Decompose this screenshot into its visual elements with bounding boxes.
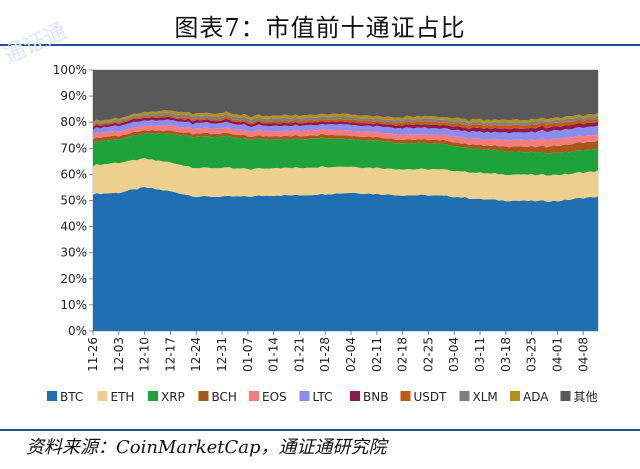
legend-label-XLM: XLM bbox=[473, 390, 498, 404]
y-tick-label: 80% bbox=[60, 115, 87, 129]
y-tick-label: 30% bbox=[60, 246, 87, 260]
x-tick-label: 03-18 bbox=[499, 337, 513, 372]
x-tick-label: 03-25 bbox=[525, 337, 539, 372]
source-divider bbox=[0, 429, 640, 431]
area-layers bbox=[93, 70, 598, 331]
y-tick-label: 70% bbox=[60, 141, 87, 155]
x-tick-label: 04-08 bbox=[576, 337, 590, 372]
area-LTC bbox=[93, 119, 598, 141]
x-tick-label: 12-17 bbox=[163, 337, 177, 372]
legend-label-BNB: BNB bbox=[363, 390, 388, 404]
area-BCH bbox=[93, 129, 598, 154]
y-tick-label: 60% bbox=[60, 167, 87, 181]
legend-swatch-EOS bbox=[249, 391, 259, 401]
x-tick-label: 12-03 bbox=[112, 337, 126, 372]
area-ADA bbox=[93, 110, 598, 125]
x-tick-label: 11-26 bbox=[86, 337, 100, 372]
x-tick-label: 02-04 bbox=[344, 337, 358, 372]
legend-swatch-XLM bbox=[459, 391, 470, 401]
legend-label-XRP: XRP bbox=[161, 390, 185, 404]
legend-label-USDT: USDT bbox=[414, 390, 448, 404]
y-tick-label: 90% bbox=[60, 89, 87, 103]
x-tick-label: 03-11 bbox=[473, 337, 487, 372]
area-XRP bbox=[93, 133, 598, 176]
legend-label-其他: 其他 bbox=[574, 390, 598, 404]
y-tick-label: 20% bbox=[60, 272, 87, 286]
x-tick-label: 12-10 bbox=[138, 337, 152, 372]
legend-swatch-XRP bbox=[148, 391, 158, 401]
x-tick-label: 01-21 bbox=[292, 337, 306, 372]
chart-title: 图表7：市值前十通证占比 bbox=[174, 14, 466, 42]
x-tick-label: 01-28 bbox=[318, 337, 332, 372]
legend-label-ADA: ADA bbox=[523, 390, 549, 404]
y-tick-label: 10% bbox=[60, 298, 87, 312]
source-note: 资料来源：CoinMarketCap，通证通研究院 bbox=[26, 437, 387, 458]
area-XLM bbox=[93, 112, 598, 126]
legend-swatch-ETH bbox=[97, 391, 108, 401]
x-tick-label: 12-31 bbox=[215, 337, 229, 372]
y-tick-label: 100% bbox=[53, 63, 87, 77]
title-divider bbox=[0, 44, 640, 46]
legend: BTC ETH XRP BCH EOS LTC BNB USDT XLM ADA 其他 bbox=[47, 390, 598, 404]
area-BTC bbox=[93, 186, 598, 331]
y-tick-label: 40% bbox=[60, 220, 87, 234]
legend-swatch-BCH bbox=[198, 391, 209, 401]
legend-swatch-LTC bbox=[299, 391, 310, 401]
x-tick-label: 02-11 bbox=[370, 337, 384, 372]
legend-swatch-BTC bbox=[47, 391, 57, 401]
legend-swatch-其他 bbox=[560, 391, 571, 401]
area-BNB bbox=[93, 116, 598, 134]
y-tick-label: 50% bbox=[60, 194, 87, 208]
watermark: 通证通 bbox=[0, 19, 70, 70]
y-tick-label: 0% bbox=[68, 324, 87, 338]
x-tick-label: 01-14 bbox=[267, 337, 281, 372]
legend-swatch-ADA bbox=[510, 391, 520, 401]
area-ETH bbox=[93, 158, 598, 202]
area-其他 bbox=[93, 70, 598, 123]
x-tick-label: 03-04 bbox=[447, 337, 461, 372]
legend-label-LTC: LTC bbox=[313, 390, 333, 404]
x-tick-label: 02-25 bbox=[421, 337, 435, 372]
x-tick-label: 12-24 bbox=[189, 337, 203, 372]
area-EOS bbox=[93, 125, 598, 148]
legend-label-ETH: ETH bbox=[111, 390, 135, 404]
x-tick-label: 01-07 bbox=[241, 337, 255, 372]
legend-label-BCH: BCH bbox=[212, 390, 237, 404]
legend-swatch-USDT bbox=[400, 391, 411, 401]
x-tick-label: 04-01 bbox=[550, 337, 564, 372]
area-USDT bbox=[93, 115, 598, 130]
legend-label-BTC: BTC bbox=[60, 390, 83, 404]
x-tick-label: 02-18 bbox=[396, 337, 410, 372]
legend-swatch-BNB bbox=[350, 391, 360, 401]
legend-label-EOS: EOS bbox=[262, 390, 287, 404]
